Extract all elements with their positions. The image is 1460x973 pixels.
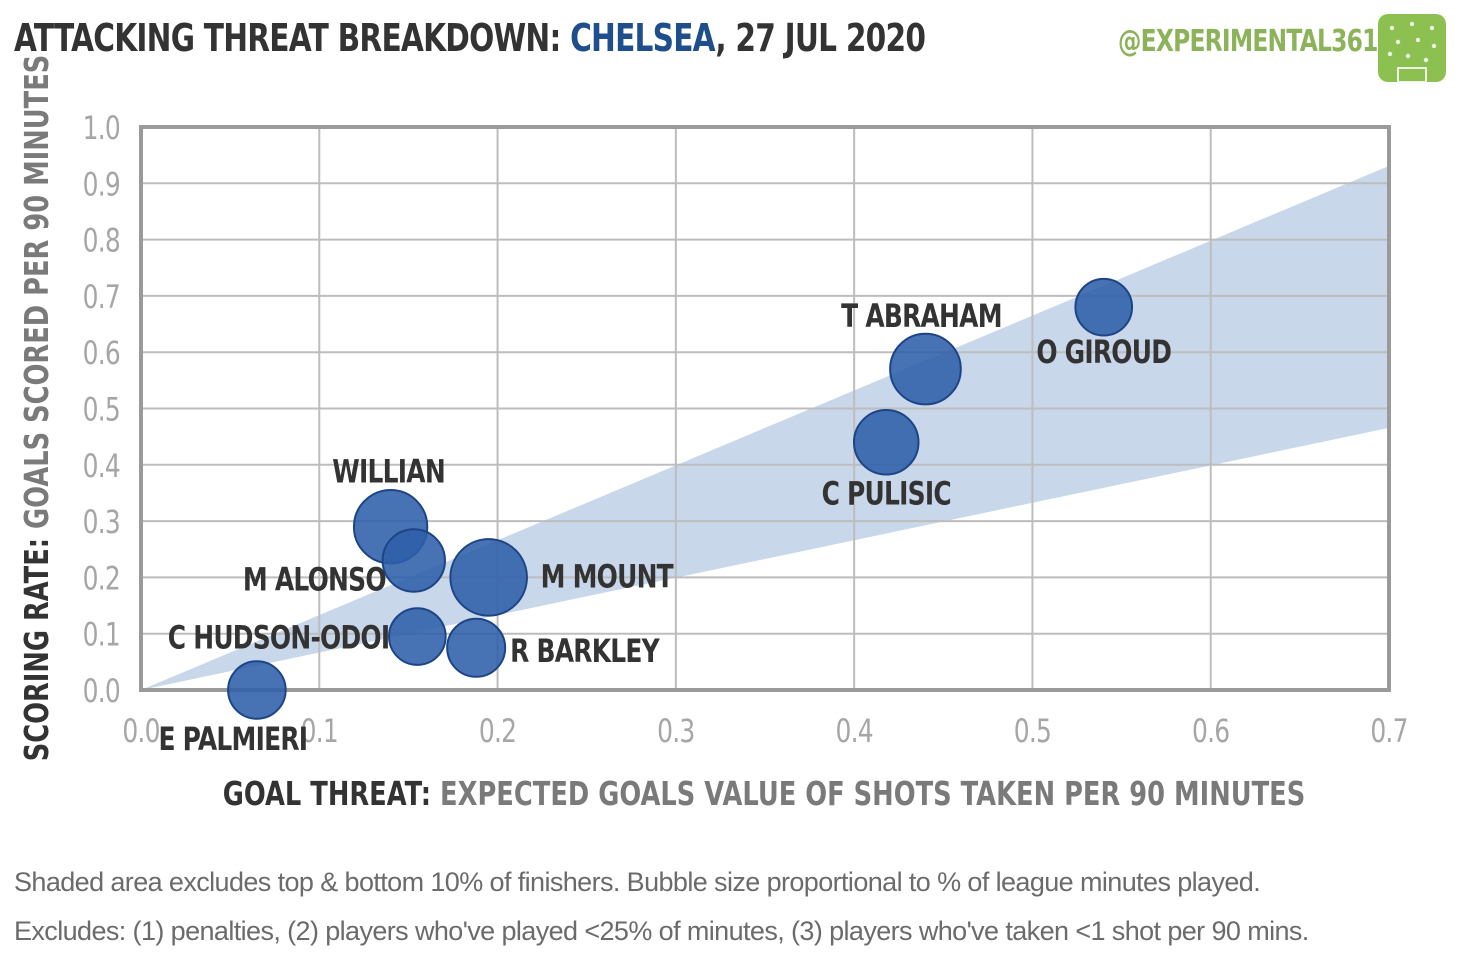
point-label: WILLIAN	[332, 453, 445, 491]
x-tick-label: 0.3	[657, 712, 694, 750]
bubble-c-hudson-odoi	[388, 607, 447, 666]
bubble-o-giroud	[1074, 277, 1134, 337]
x-tick-label: 0.5	[1014, 712, 1051, 750]
footnote-exclusions: Excludes: (1) penalties, (2) players who…	[14, 916, 1309, 946]
x-tick-label: 0.4	[835, 712, 872, 750]
y-axis-label: SCORING RATE: GOALS SCORED PER 90 MINUTE…	[18, 55, 56, 762]
bubble-m-alonso	[381, 528, 446, 593]
x-tick-label: 0.0	[122, 712, 159, 750]
x-tick-label: 0.7	[1370, 712, 1407, 750]
y-tick-label: 0.4	[83, 447, 120, 485]
bubble-m-mount	[449, 538, 528, 617]
y-tick-label: 0.5	[83, 390, 120, 428]
point-label: C PULISIC	[822, 474, 951, 512]
point-label: O GIROUD	[1036, 333, 1171, 371]
title-team: CHELSEA	[570, 16, 716, 60]
bubble-e-palmieri	[227, 660, 287, 720]
point-label: T ABRAHAM	[841, 297, 1002, 335]
title-date: , 27 JUL 2020	[715, 16, 926, 60]
plot-frame	[139, 125, 1391, 692]
author-handle: @EXPERIMENTAL361	[1118, 24, 1378, 59]
chart-title: ATTACKING THREAT BREAKDOWN: CHELSEA, 27 …	[14, 16, 926, 60]
bubble-t-abraham	[889, 332, 962, 406]
point-label: M ALONSO	[243, 560, 386, 598]
y-tick-label: 0.0	[83, 672, 120, 710]
football-pitch-icon	[1378, 14, 1446, 83]
title-prefix: ATTACKING THREAT BREAKDOWN:	[14, 16, 561, 60]
x-tick-label: 0.2	[479, 712, 516, 750]
y-tick-label: 0.7	[83, 278, 120, 316]
bubble-c-pulisic	[852, 409, 920, 476]
x-axis-label: GOAL THREAT: EXPECTED GOALS VALUE OF SHO…	[223, 775, 1306, 813]
y-tick-label: 0.9	[83, 165, 120, 203]
bubble-r-barkley	[446, 617, 507, 678]
footnote-shading: Shaded area excludes top & bottom 10% of…	[14, 867, 1261, 897]
y-tick-label: 0.3	[83, 503, 120, 541]
x-tick-label: 0.6	[1192, 712, 1229, 750]
y-tick-label: 0.2	[83, 559, 120, 597]
y-tick-label: 1.0	[83, 109, 120, 147]
y-tick-label: 0.1	[83, 616, 120, 654]
point-label: E PALMIERI	[158, 720, 307, 758]
point-label: C HUDSON-ODOI	[168, 618, 390, 656]
point-label: R BARKLEY	[510, 632, 661, 670]
y-tick-label: 0.8	[83, 221, 120, 259]
point-label: M MOUNT	[541, 557, 674, 595]
logo-graphic	[1378, 14, 1446, 83]
x-tick-label: 0.1	[301, 712, 338, 750]
y-tick-label: 0.6	[83, 334, 120, 372]
